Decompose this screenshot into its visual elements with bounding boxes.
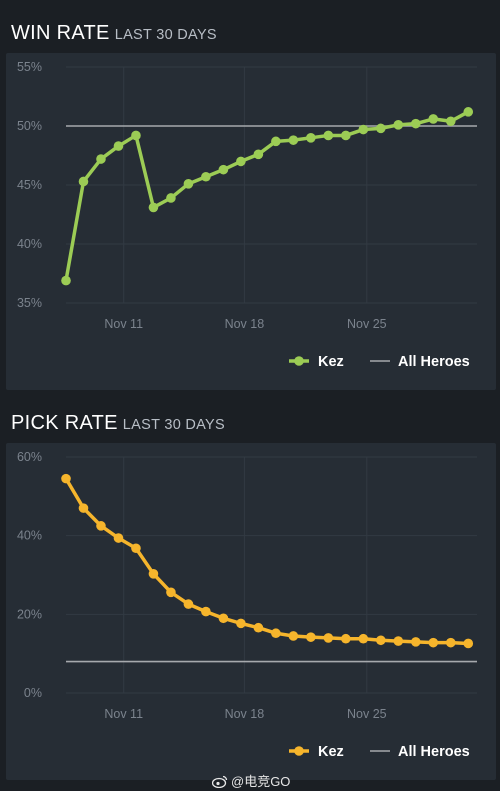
- pick-ytick-label: 20%: [17, 607, 42, 621]
- pick-ytick-label: 0%: [24, 686, 42, 700]
- win-rate-subtitle: LAST 30 DAYS: [114, 27, 217, 43]
- win-legend-all-heroes-label: All Heroes: [398, 354, 470, 370]
- pick-kez-point: [218, 613, 229, 624]
- pick-legend-all-heroes-label: All Heroes: [398, 744, 470, 760]
- win-kez-point: [218, 164, 229, 175]
- pick-kez-point: [358, 633, 369, 644]
- win-kez-point: [148, 202, 159, 213]
- win-legend-kez-label: Kez: [318, 354, 344, 370]
- pick-kez-point: [341, 633, 351, 644]
- win-kez-point: [306, 133, 316, 143]
- pick-kez-point: [428, 637, 439, 648]
- win-rate-chart: 35% 40% 45% 50% 55% Nov 11 Nov 18 Nov 25 Kez All …: [17, 60, 477, 370]
- pick-kez-point: [236, 618, 246, 629]
- win-kez-point: [410, 118, 421, 129]
- win-kez-point: [166, 193, 176, 203]
- pick-kez-point: [445, 637, 456, 648]
- pick-kez-point: [410, 637, 421, 647]
- win-kez-point: [445, 116, 456, 127]
- pick-ytick-label: 60%: [17, 450, 42, 464]
- pick-xtick-label: Nov 18: [225, 707, 265, 721]
- watermark: @电竞GO: [211, 771, 291, 790]
- pick-kez-point: [306, 632, 316, 642]
- pick-kez-point: [96, 521, 106, 531]
- win-ytick-label: 40%: [17, 237, 42, 251]
- pick-kez-point: [393, 636, 404, 646]
- win-kez-point: [131, 130, 141, 141]
- win-xtick-label: Nov 25: [347, 317, 387, 331]
- win-ytick-label: 45%: [17, 178, 42, 192]
- pick-rate-subtitle: LAST 30 DAYS: [122, 417, 225, 433]
- win-kez-point: [253, 149, 264, 160]
- win-kez-point: [341, 130, 351, 141]
- pick-ytick-label: 40%: [17, 529, 42, 543]
- win-kez-line: [64, 110, 470, 281]
- win-kez-point: [428, 114, 439, 124]
- win-kez-point: [236, 156, 246, 167]
- pick-kez-point: [61, 473, 71, 484]
- pick-xtick-label: Nov 25: [347, 707, 387, 721]
- pick-kez-point: [253, 622, 264, 633]
- win-kez-point: [113, 141, 124, 151]
- win-xtick-label: Nov 18: [225, 317, 265, 331]
- win-ytick-label: 50%: [17, 119, 42, 133]
- win-rate-heading: WIN RATE LAST 30 DAYS: [11, 22, 217, 45]
- win-legend-kez-marker: [294, 356, 304, 366]
- pick-kez-point: [201, 606, 211, 617]
- pick-rate-title: PICK RATE: [11, 412, 118, 434]
- pick-kez-point: [183, 599, 194, 609]
- pick-kez-point: [166, 587, 176, 598]
- win-kez-point: [358, 124, 369, 135]
- pick-kez-point: [148, 569, 159, 579]
- pick-rate-heading: PICK RATE LAST 30 DAYS: [11, 412, 225, 435]
- win-kez-point: [96, 154, 106, 164]
- win-kez-point: [288, 135, 299, 145]
- win-rate-chart-panel: 35% 40% 45% 50% 55% Nov 11 Nov 18 Nov 25 Kez All …: [6, 53, 496, 390]
- pick-kez-point: [113, 533, 124, 543]
- pick-kez-point: [271, 628, 281, 639]
- pick-kez-point: [78, 503, 89, 513]
- win-ytick-label: 55%: [17, 60, 42, 74]
- pick-legend-kez-marker: [294, 746, 304, 756]
- win-kez-point: [61, 275, 71, 286]
- win-kez-point: [183, 179, 194, 189]
- watermark-text: @电竞GO: [231, 774, 291, 789]
- pick-rate-chart-panel: 0% 20% 40% 60% Nov 11 Nov 18 Nov 25 Kez All Hero…: [6, 443, 496, 780]
- pick-kez-line: [64, 477, 469, 646]
- win-kez-point: [393, 120, 404, 130]
- pick-kez-point: [288, 631, 299, 641]
- weibo-logo-icon: [211, 774, 228, 789]
- pick-xtick-label: Nov 11: [104, 707, 143, 721]
- pick-legend-kez-label: Kez: [318, 744, 344, 760]
- win-kez-point: [78, 176, 89, 187]
- win-kez-point: [271, 136, 281, 147]
- pick-rate-chart: 0% 20% 40% 60% Nov 11 Nov 18 Nov 25 Kez All Hero…: [17, 450, 477, 760]
- win-kez-point: [463, 107, 474, 117]
- pick-kez-point: [463, 638, 474, 649]
- win-kez-point: [201, 171, 211, 182]
- pick-kez-point: [323, 633, 334, 643]
- win-kez-point: [323, 130, 334, 141]
- pick-kez-point: [131, 543, 141, 554]
- win-rate-title: WIN RATE: [11, 22, 110, 44]
- win-ytick-label: 35%: [17, 296, 42, 310]
- win-kez-point: [376, 123, 386, 134]
- pick-kez-point: [376, 635, 386, 646]
- win-xtick-label: Nov 11: [104, 317, 143, 331]
